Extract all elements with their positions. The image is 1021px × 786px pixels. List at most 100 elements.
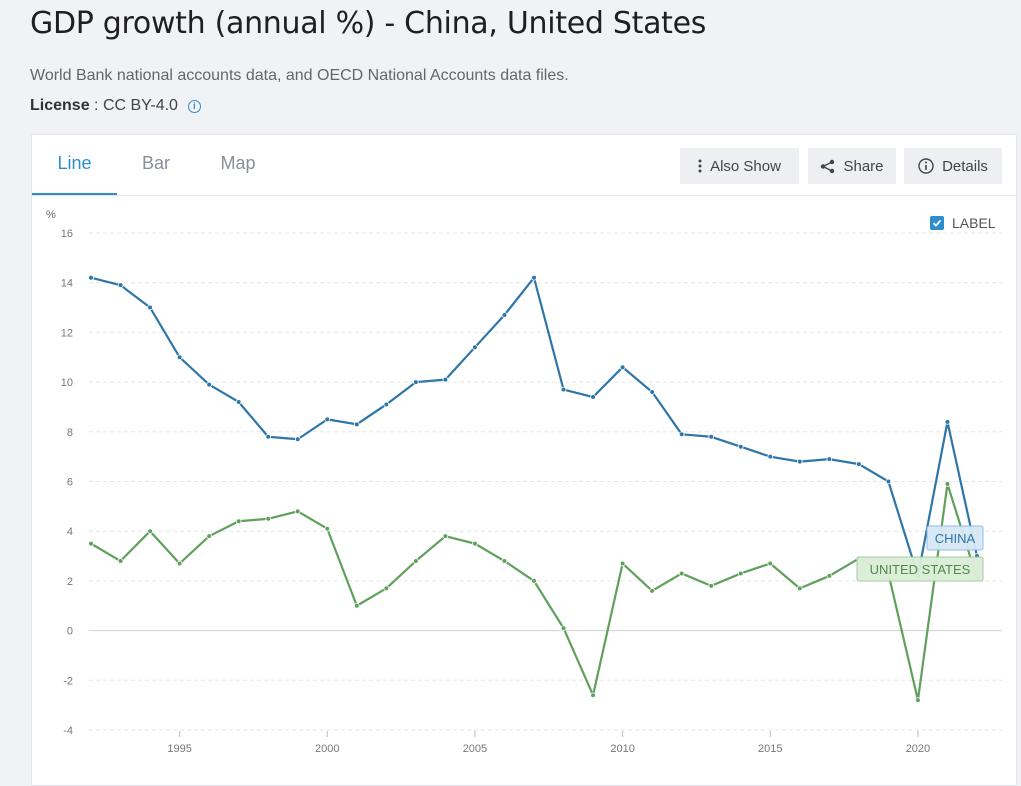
share-label: Share <box>843 157 884 175</box>
data-point <box>88 540 94 547</box>
data-point <box>472 344 478 351</box>
data-point <box>767 560 774 567</box>
data-point <box>649 588 655 594</box>
line-chart: % -4 -2 0 2 4 6 8 10 12 14 16 1995 2000 2005 2010 2015 20… <box>46 209 1002 755</box>
share-icon <box>820 159 835 174</box>
data-point <box>531 274 537 281</box>
data-point <box>915 697 921 703</box>
y-tick-label: 14 <box>61 278 73 290</box>
data-point <box>472 540 478 547</box>
data-point <box>206 533 212 539</box>
tab-bar: Line Bar Map Also Show Share Details <box>32 135 1016 196</box>
data-point <box>501 558 508 564</box>
data-point <box>88 274 94 281</box>
tab-bar-chart[interactable]: Bar <box>141 153 170 173</box>
y-tick-label: 4 <box>67 526 73 538</box>
data-point <box>235 399 242 405</box>
also-show-label: Also Show <box>710 157 781 175</box>
data-point <box>383 401 390 408</box>
data-point <box>147 304 153 311</box>
data-point <box>944 481 951 487</box>
x-tick-label: 2010 <box>610 743 634 755</box>
data-point <box>619 364 626 370</box>
data-point <box>294 508 301 515</box>
data-point <box>353 421 360 428</box>
data-point <box>649 389 655 395</box>
data-point <box>560 625 567 631</box>
data-point <box>678 570 685 577</box>
data-point <box>944 419 951 425</box>
source-note: World Bank national accounts data, and O… <box>30 67 569 84</box>
x-tick-label: 1995 <box>167 743 191 755</box>
chart-card: Line Bar Map Also Show Share Details LAB… <box>31 134 1017 786</box>
data-point <box>590 394 596 400</box>
also-show-button[interactable]: Also Show <box>680 148 799 184</box>
label-toggle-text: LABEL <box>952 215 996 231</box>
page-title: GDP growth (annual %) - China, United St… <box>30 6 707 41</box>
data-point <box>885 478 892 485</box>
x-tick-label: 2005 <box>463 743 487 755</box>
data-point <box>324 416 331 423</box>
y-tick-label: 8 <box>67 427 73 439</box>
data-point <box>737 570 744 577</box>
y-tick-label: 12 <box>61 327 73 339</box>
y-tick-label: 2 <box>67 576 73 588</box>
x-tick-label: 2015 <box>758 743 782 755</box>
label-toggle[interactable]: LABEL <box>930 215 996 231</box>
series-end-label-box <box>926 525 984 551</box>
y-tick-label: -2 <box>63 675 73 687</box>
x-tick-label: 2020 <box>906 743 930 755</box>
data-point <box>176 560 183 567</box>
data-point <box>383 585 390 592</box>
y-tick-label: 6 <box>67 477 73 489</box>
data-point <box>176 354 183 361</box>
data-point <box>678 431 685 438</box>
details-button[interactable]: Details <box>904 148 1002 184</box>
tab-map[interactable]: Map <box>220 153 256 173</box>
data-point <box>413 379 419 385</box>
data-point <box>265 433 272 440</box>
info-icon[interactable]: i <box>187 99 201 113</box>
data-point <box>796 458 803 465</box>
data-point <box>235 518 242 525</box>
data-point <box>708 583 714 589</box>
data-point <box>442 376 449 383</box>
license-separator: : <box>89 97 103 114</box>
y-tick-label: 10 <box>61 377 73 389</box>
data-point <box>737 443 744 450</box>
checkbox-checked-icon[interactable] <box>930 216 944 230</box>
series-end-label: UNITED STATES <box>870 562 971 577</box>
data-point <box>708 433 714 440</box>
license-line: License : CC BY-4.0 i <box>30 97 201 115</box>
data-point <box>560 386 567 393</box>
data-point <box>826 573 833 579</box>
details-label: Details <box>942 157 988 175</box>
data-point <box>413 558 419 564</box>
x-tick-label: 2000 <box>315 743 339 755</box>
tab-line[interactable]: Line <box>32 135 117 195</box>
series-end-label: CHINA <box>935 531 976 546</box>
y-tick-label: -4 <box>63 725 73 737</box>
data-point <box>531 578 537 584</box>
data-point <box>117 282 124 288</box>
data-point <box>324 525 331 532</box>
data-point <box>796 585 803 592</box>
license-value: CC BY-4.0 <box>102 97 178 114</box>
data-point <box>147 528 153 535</box>
y-axis-unit-label: % <box>46 209 56 221</box>
series-end-label-box <box>856 556 984 582</box>
data-point <box>117 558 124 564</box>
data-point <box>294 436 301 443</box>
data-point <box>206 381 212 388</box>
data-point <box>826 456 833 462</box>
share-button[interactable]: Share <box>808 148 896 184</box>
info-circle-icon <box>918 158 934 174</box>
data-point <box>619 560 626 567</box>
series-line-united-states <box>90 482 979 702</box>
y-tick-label: 0 <box>67 626 73 638</box>
data-point <box>501 312 508 318</box>
data-point <box>767 453 774 460</box>
y-tick-label: 16 <box>61 228 73 240</box>
more-vertical-icon <box>698 159 702 173</box>
data-point <box>265 515 272 522</box>
